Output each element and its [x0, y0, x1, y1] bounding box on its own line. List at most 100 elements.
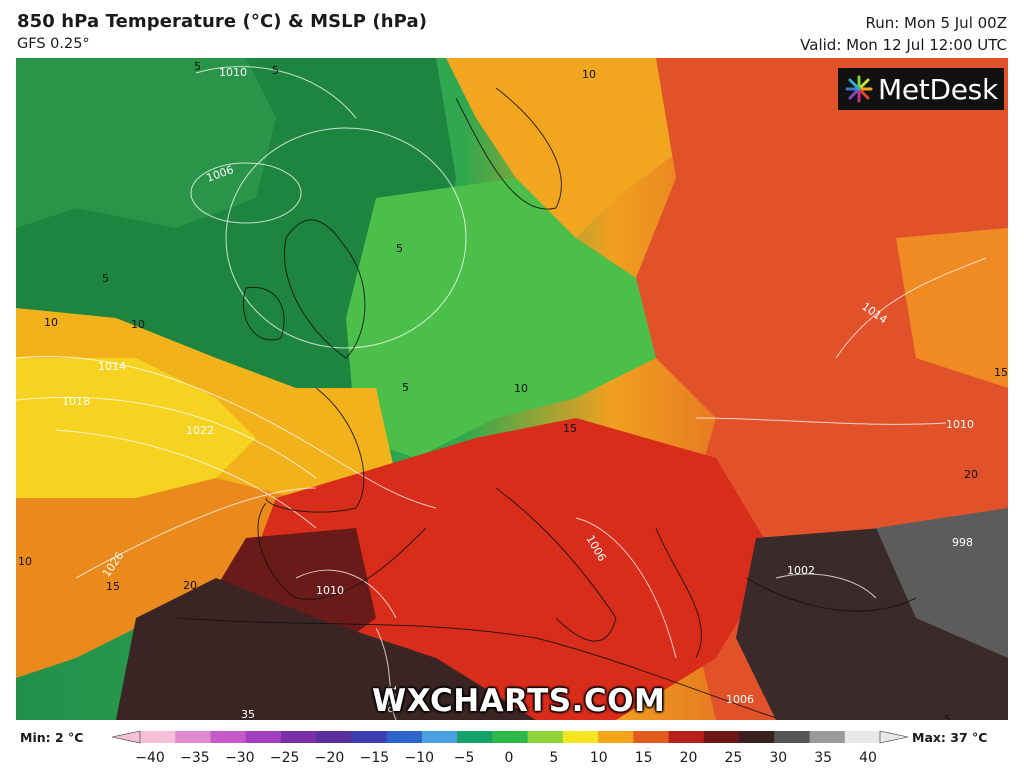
- region-grey-hot: [876, 508, 1008, 658]
- isobar-line: [695, 417, 947, 425]
- isobar-line: [295, 569, 397, 619]
- isobar-line: [775, 573, 877, 599]
- isobar-label: 1022: [186, 424, 214, 437]
- color-bar-segment: [739, 731, 775, 743]
- color-bar-segment: [492, 731, 529, 743]
- color-bar-segment: [421, 731, 458, 743]
- color-bar-segment: [351, 731, 388, 743]
- isobar-label: 1010: [385, 685, 398, 713]
- color-bar-segment: [668, 731, 705, 743]
- isobar-line: [575, 517, 677, 659]
- region-orange-west: [16, 478, 296, 678]
- color-bar-tick-label: 20: [679, 750, 698, 766]
- color-bar-tick-label: −10: [404, 750, 435, 766]
- isobar-label: 998: [952, 536, 973, 549]
- color-bar-tick-label: 30: [769, 750, 788, 766]
- isobar-line: [195, 66, 357, 119]
- color-bar-tick-label: −5: [453, 750, 475, 766]
- region-east-orange: [896, 228, 1008, 388]
- coastline-ireland: [242, 286, 285, 341]
- isobar-line: [190, 162, 302, 224]
- metdesk-logo: MetDesk: [838, 68, 1004, 110]
- isobar-label: 1014: [98, 360, 126, 373]
- isobar-line: [75, 487, 317, 579]
- isotherm-label: 10: [18, 555, 32, 568]
- color-bar-tick-label: 10: [589, 750, 608, 766]
- color-bar-segment: [280, 731, 317, 743]
- valid-time: Valid: Mon 12 Jul 12:00 UTC: [800, 36, 1007, 54]
- isotherm-label: 10: [582, 68, 596, 81]
- chart-header: 850 hPa Temperature (°C) & MSLP (hPa) GF…: [0, 0, 1024, 58]
- color-bar-segment: [844, 731, 881, 743]
- isotherm-label: 15: [106, 580, 120, 593]
- color-bar-tick-label: 25: [724, 750, 743, 766]
- coastlines: [175, 87, 917, 719]
- color-bar-tick-label: 5: [549, 750, 559, 766]
- isotherm-label: 5: [272, 64, 279, 77]
- color-bar-segment: [457, 731, 493, 743]
- isobar-label: 1002: [787, 564, 815, 577]
- color-bar-max-arrow: [879, 730, 909, 744]
- metdesk-starburst-icon: [845, 75, 873, 103]
- watermark: WXCHARTS.COM: [372, 683, 666, 719]
- isotherm-label: 10: [514, 382, 528, 395]
- color-bar-segment: [562, 731, 599, 743]
- isotherm-label: 10: [44, 316, 58, 329]
- color-legend: Min: 2 °C Max: 37 °C −40 −35 −30 −25 −20 −15−…: [0, 720, 1024, 784]
- color-bar-tick-label: −20: [314, 750, 345, 766]
- color-bar: [111, 730, 909, 744]
- region-africa-dark: [116, 578, 536, 720]
- isobar-label: 1006: [726, 693, 754, 706]
- color-bar-segment: [633, 731, 670, 743]
- color-bar-min-arrow: [111, 730, 141, 744]
- color-bar-segment: [386, 731, 423, 743]
- model-label: GFS 0.25°: [17, 36, 90, 52]
- color-bar-tick-label: 40: [859, 750, 877, 766]
- isotherm-label: 10: [131, 318, 145, 331]
- isotherm-label: 5: [402, 381, 409, 394]
- coastline-iberia: [257, 502, 427, 600]
- isobar-line: [375, 627, 397, 720]
- isobar-line: [835, 257, 987, 359]
- isobar-line: [225, 127, 467, 349]
- isotherm-label: 15: [563, 422, 577, 435]
- min-value: Min: 2 °C: [20, 730, 84, 745]
- logo-text: MetDesk: [878, 72, 998, 106]
- color-bar-tick-label: −25: [269, 750, 300, 766]
- color-bar-tick-label: −15: [359, 750, 390, 766]
- color-bar-segment: [245, 731, 282, 743]
- color-bar-tick-label: −40: [135, 750, 165, 766]
- color-bar-tick-label: 35: [814, 750, 833, 766]
- run-time: Run: Mon 5 Jul 00Z: [865, 14, 1007, 32]
- region-bright-yellow: [16, 358, 256, 498]
- coastline-scandinavia: [455, 87, 562, 210]
- isotherm-label: 5: [194, 60, 201, 73]
- isotherm-label: 5: [944, 713, 951, 720]
- color-bar-segment: [140, 731, 176, 743]
- coastline-britain: [284, 219, 366, 359]
- color-bar-segment: [703, 731, 740, 743]
- weather-map: 1010 1006 1014 1018 1022 1026 1010 1010 …: [16, 58, 1008, 720]
- coastline-balkans: [655, 527, 702, 659]
- max-value: Max: 37 °C: [912, 730, 988, 745]
- coastline-turkey: [745, 577, 917, 612]
- isotherm-label: 5: [396, 242, 403, 255]
- isotherm-label: 35: [241, 708, 255, 720]
- color-bar-segment: [316, 731, 352, 743]
- isobar-line: [16, 396, 317, 479]
- isobar-label: 1010: [219, 66, 247, 79]
- color-bar-segment: [210, 731, 247, 743]
- isobar-line: [16, 355, 437, 509]
- isotherm-label: 20: [964, 468, 978, 481]
- color-bar-tick-label: 15: [634, 750, 653, 766]
- color-bar-segment: [527, 731, 564, 743]
- color-bar-segment: [809, 731, 846, 743]
- color-bar-segment: [175, 731, 211, 743]
- color-bar-segment: [598, 731, 634, 743]
- color-bar-segment: [774, 731, 811, 743]
- region-light-green: [346, 178, 656, 458]
- isotherm-label: 5: [102, 272, 109, 285]
- color-bar-ticks: −40 −35 −30 −25 −20 −15 −10 −5 0 5 10 15 20 25 30 35 40: [0, 750, 1024, 776]
- color-bar-tick-label: 0: [504, 750, 514, 766]
- isotherm-label: 20: [183, 579, 197, 592]
